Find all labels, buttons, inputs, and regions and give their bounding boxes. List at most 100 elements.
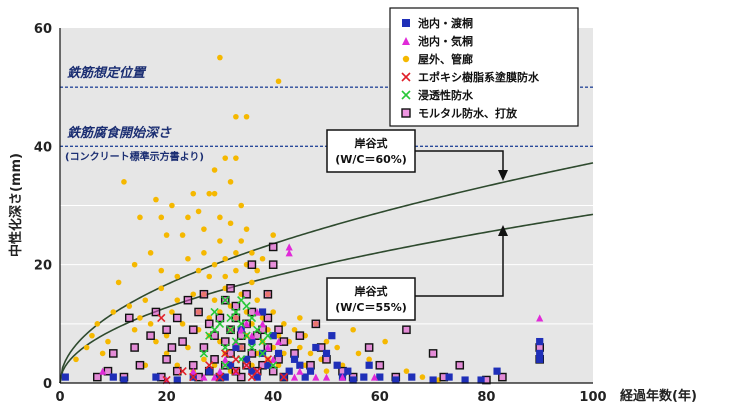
point-series-2-18 — [153, 338, 159, 345]
point-series-0-6 — [205, 367, 213, 375]
point-series-2-113 — [323, 368, 330, 374]
point-series-5-8 — [151, 307, 161, 317]
point-series-2-68 — [233, 250, 239, 256]
point-series-2-64 — [227, 220, 234, 227]
callout-w55-arrowhead — [498, 225, 508, 236]
x-tick-label: 80 — [477, 390, 495, 405]
point-series-0-11 — [248, 367, 256, 375]
point-series-4-21 — [221, 361, 230, 370]
point-series-0-35 — [493, 367, 501, 375]
point-series-5-43 — [242, 289, 251, 299]
point-series-1-24 — [210, 373, 219, 381]
point-series-1-16 — [290, 373, 299, 381]
point-series-3-9 — [242, 361, 251, 370]
point-series-5-73 — [455, 360, 465, 370]
point-series-2-45 — [206, 190, 213, 197]
point-series-3-7 — [231, 355, 241, 364]
point-series-2-109 — [307, 350, 314, 357]
point-series-2-41 — [201, 250, 207, 256]
point-series-2-123 — [137, 315, 143, 321]
y-tick-label: 60 — [34, 22, 52, 37]
point-series-2-13 — [142, 297, 149, 303]
point-series-2-54 — [217, 309, 223, 315]
point-series-5-75 — [498, 372, 507, 382]
legend-label-5: モルタル防水、打放 — [418, 106, 518, 120]
point-series-4-15 — [247, 313, 257, 323]
point-series-5-50 — [263, 313, 273, 323]
legend-label-1: 池内・気桐 — [418, 34, 473, 48]
point-series-5-21 — [199, 343, 209, 352]
axes — [59, 28, 593, 384]
point-series-2-105 — [297, 344, 303, 351]
point-series-0-46 — [221, 373, 229, 381]
point-series-2-83 — [249, 250, 255, 256]
point-series-0-3 — [152, 373, 160, 381]
point-series-0-20 — [312, 343, 320, 352]
point-series-5-20 — [194, 307, 203, 317]
point-series-0-34 — [477, 376, 485, 384]
y-tick-label: 40 — [34, 140, 52, 155]
point-series-5-36 — [231, 313, 241, 323]
point-series-2-46 — [206, 273, 213, 280]
point-series-3-11 — [253, 367, 262, 376]
point-series-2-124 — [158, 214, 165, 221]
point-series-0-32 — [445, 373, 453, 381]
point-series-0-13 — [264, 361, 272, 369]
point-series-2-26 — [174, 297, 181, 303]
point-series-5-6 — [135, 360, 145, 370]
callout-w55-line2: (W/C＝55%) — [335, 301, 407, 314]
point-series-5-2 — [108, 349, 118, 358]
point-series-0-29 — [392, 376, 400, 384]
x-tick-label: 60 — [371, 390, 389, 405]
point-series-0-42 — [248, 337, 256, 346]
point-series-5-44 — [247, 349, 257, 358]
point-series-2-95 — [270, 232, 277, 238]
point-series-0-15 — [274, 349, 283, 358]
point-series-0-41 — [344, 367, 352, 375]
point-series-2-100 — [281, 350, 287, 357]
point-series-4-8 — [231, 307, 241, 317]
point-series-4-16 — [253, 325, 262, 334]
point-series-2-23 — [163, 350, 170, 357]
point-series-5-67 — [364, 343, 374, 352]
point-series-2-55 — [217, 214, 223, 221]
point-series-5-52 — [268, 366, 278, 376]
point-series-2-11 — [131, 261, 138, 268]
point-series-2-50 — [211, 261, 218, 268]
point-series-2-10 — [131, 326, 138, 333]
point-series-5-24 — [204, 319, 214, 329]
tick-labels: 0 20 40 60 80 100 0 20 40 60 — [34, 22, 607, 405]
point-series-3-12 — [263, 355, 273, 364]
point-series-2-126 — [211, 190, 218, 197]
point-series-0-31 — [429, 376, 437, 384]
point-series-2-5 — [105, 338, 111, 345]
point-series-0-19 — [306, 367, 315, 375]
point-series-2-97 — [275, 362, 282, 369]
point-series-1-2 — [200, 373, 208, 381]
point-series-2-3 — [94, 321, 101, 327]
point-series-2-89 — [259, 255, 266, 262]
point-series-5-34 — [226, 284, 235, 293]
point-series-1-17 — [296, 367, 304, 375]
callout-w60-arrow — [415, 150, 504, 176]
point-series-5-37 — [231, 301, 241, 311]
point-series-2-73 — [238, 238, 245, 244]
point-series-5-15 — [178, 337, 187, 346]
point-series-2-127 — [233, 155, 239, 161]
point-series-2-17 — [153, 196, 159, 203]
point-series-5-10 — [162, 355, 171, 364]
point-series-5-62 — [311, 319, 321, 329]
point-series-2-86 — [254, 267, 261, 274]
point-series-3-3 — [189, 372, 198, 382]
point-series-4-14 — [247, 343, 257, 352]
point-series-2-34 — [190, 291, 197, 298]
callout-w60: 岸谷式 (W/C＝60%) — [326, 129, 508, 181]
point-series-0-36 — [536, 349, 544, 358]
point-series-2-119 — [382, 338, 388, 345]
callout-w60-arrowhead — [498, 170, 508, 181]
point-series-5-53 — [268, 260, 278, 269]
point-series-5-4 — [124, 313, 134, 323]
point-series-0-38 — [536, 355, 544, 363]
